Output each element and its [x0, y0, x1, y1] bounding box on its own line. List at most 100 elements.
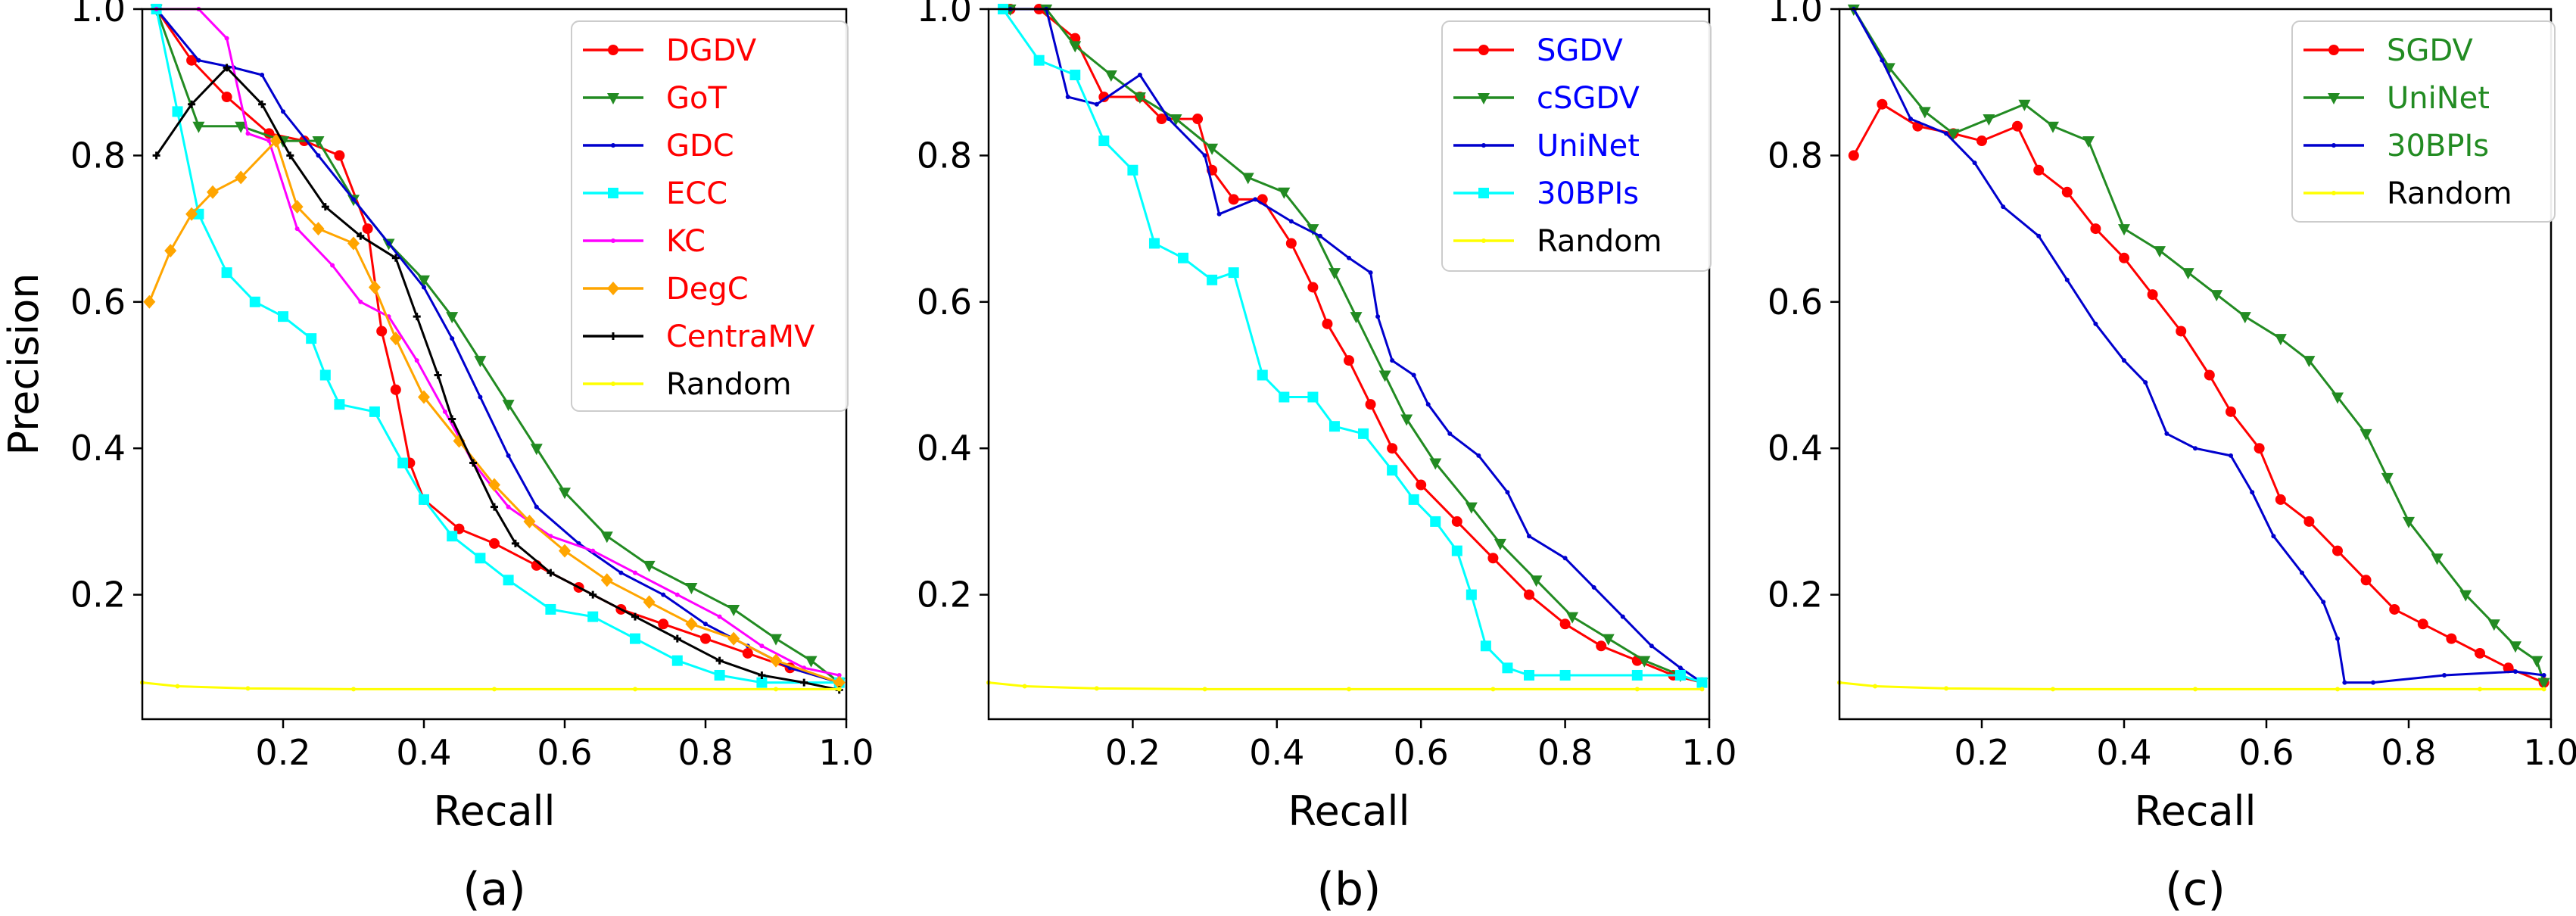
data-point [2531, 656, 2543, 668]
data-point [1307, 224, 1319, 236]
legend-marker [2328, 45, 2339, 55]
x-axis-label: Recall [1288, 787, 1409, 835]
data-point [1466, 589, 1477, 600]
data-point [2475, 647, 2485, 659]
plot-frame [987, 8, 1711, 721]
data-point [674, 592, 680, 597]
data-point [1631, 669, 1643, 681]
legend-label: Random [1537, 224, 1662, 259]
data-point [369, 406, 380, 417]
data-point [413, 313, 421, 321]
data-point [2503, 662, 2514, 674]
legend-marker [607, 93, 619, 104]
data-point [221, 267, 232, 279]
data-point [1127, 164, 1138, 176]
data-point [351, 687, 356, 692]
data-point [1192, 114, 1204, 125]
data-point [1411, 372, 1416, 378]
data-point [223, 64, 231, 72]
data-point [502, 400, 515, 412]
legend-marker [607, 282, 619, 295]
data-point [1387, 465, 1398, 476]
data-point [800, 678, 808, 687]
data-point [1216, 211, 1222, 217]
x-tick-label: 0.6 [2238, 732, 2294, 773]
data-point [545, 603, 556, 615]
legend-marker [1481, 143, 1486, 148]
data-point [1918, 107, 1931, 119]
data-point [389, 332, 402, 346]
legend-marker [608, 188, 618, 198]
data-point [1167, 117, 1171, 122]
data-point [1638, 656, 1651, 668]
data-point [2442, 672, 2447, 678]
data-point [2122, 358, 2126, 363]
data-point [2487, 619, 2500, 631]
series-line-random [142, 681, 839, 690]
legend-label: 30BPIs [2387, 129, 2489, 164]
data-point [2537, 678, 2550, 690]
data-point [1429, 458, 1442, 470]
series-30bpis [1851, 7, 2546, 685]
data-point [2360, 428, 2372, 441]
data-point [2238, 312, 2251, 324]
x-tick-label: 0.6 [537, 732, 592, 773]
data-point [2541, 687, 2546, 692]
legend-marker [611, 143, 615, 148]
data-point [491, 503, 498, 511]
data-point [2459, 590, 2472, 602]
legend-box [2291, 20, 2556, 223]
data-point [358, 299, 363, 304]
data-point [1307, 282, 1319, 293]
data-point [1104, 70, 1117, 83]
data-point [1278, 187, 1291, 199]
legend-entry: Random [583, 367, 792, 402]
legend-label: GoT [666, 81, 727, 116]
data-point [478, 394, 483, 400]
data-point [258, 100, 266, 108]
data-point [2012, 120, 2023, 132]
legend-entry: GoT [583, 81, 727, 116]
data-point [1596, 640, 1607, 652]
legend-marker [1481, 238, 1486, 243]
data-point [1877, 98, 1888, 110]
data-point [1156, 114, 1167, 125]
data-point [306, 333, 317, 344]
legend-entry: GDC [583, 129, 734, 164]
x-tick-label: 0.8 [677, 732, 733, 773]
data-point [643, 560, 656, 572]
data-point [770, 653, 782, 668]
data-point [164, 244, 177, 258]
legend-entry: Random [1453, 224, 1662, 259]
data-point [1365, 399, 1376, 410]
data-point [235, 170, 248, 185]
data-point [534, 504, 539, 509]
data-point [2431, 553, 2444, 565]
legend-label: KC [666, 224, 706, 259]
x-tick-label: 0.2 [1954, 732, 2009, 773]
data-point [446, 312, 459, 324]
x-tick-label: 0.8 [2381, 732, 2436, 773]
data-point [714, 669, 725, 681]
data-point [1944, 131, 1948, 136]
data-point [2061, 186, 2073, 198]
data-point [291, 200, 304, 214]
y-tick-label: 1.0 [1768, 0, 1823, 30]
data-point [1328, 421, 1340, 432]
data-point [474, 356, 487, 368]
legend-marker [2331, 191, 2336, 195]
data-point [643, 595, 656, 609]
data-point [1649, 643, 1654, 649]
series-line-random [988, 681, 1702, 690]
data-point [469, 459, 478, 467]
y-tick-label: 0.8 [917, 135, 972, 176]
data-point [1347, 255, 1351, 260]
data-point [661, 592, 666, 597]
data-point [836, 672, 842, 678]
data-point [1476, 453, 1481, 458]
panel-label: (c) [2165, 863, 2226, 916]
legend-entry: 30BPIs [1453, 176, 1639, 211]
data-point [805, 656, 818, 668]
data-point [2143, 380, 2148, 385]
data-point [1387, 443, 1398, 454]
